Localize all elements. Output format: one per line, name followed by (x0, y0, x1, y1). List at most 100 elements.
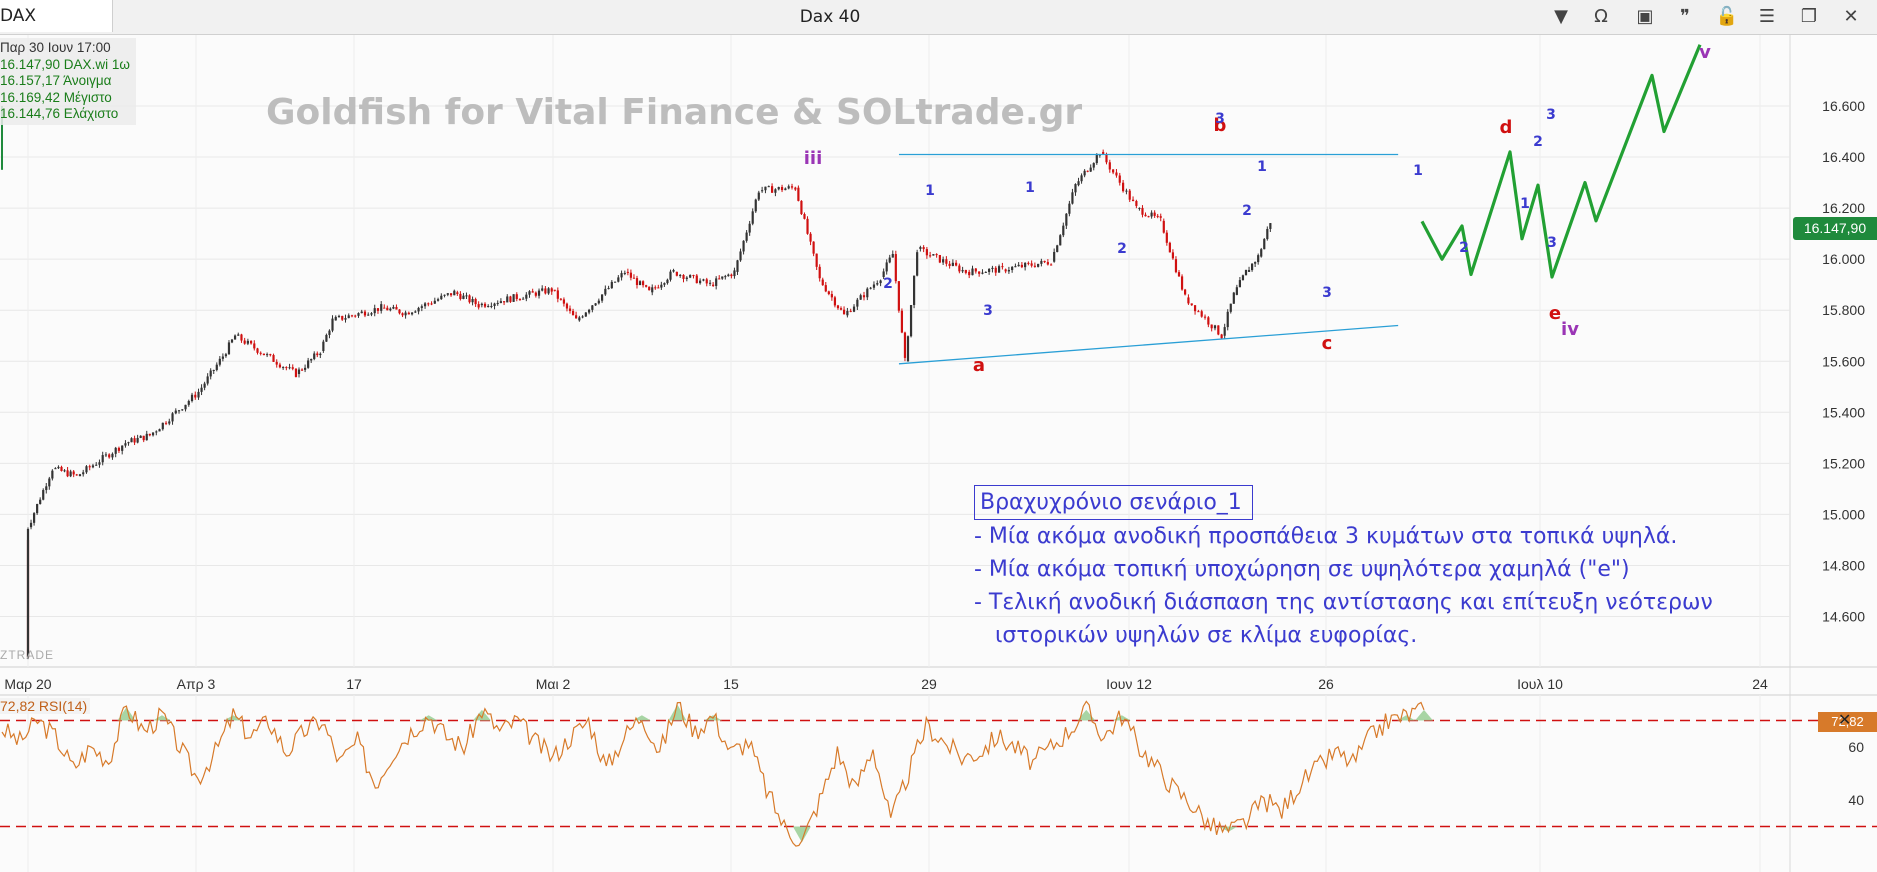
candle-body (200, 387, 203, 392)
candle-body (981, 272, 984, 274)
rsi-y-tick-label: 60 (1848, 739, 1864, 755)
candle-body (136, 437, 139, 443)
candle-body (856, 299, 859, 307)
y-tick-label: 14.800 (1822, 557, 1865, 573)
candle-body (945, 259, 948, 264)
quote-icon[interactable]: ❞ (1680, 6, 1690, 27)
candle-body (1118, 175, 1121, 183)
candle-body (108, 454, 111, 458)
candle-body (158, 429, 161, 432)
candle-body (727, 274, 730, 277)
candle-body (1263, 239, 1266, 250)
candle-body (259, 352, 262, 354)
chevron-down-icon[interactable]: ▼ (1554, 6, 1568, 27)
candle-body (1168, 242, 1171, 253)
chart-title: Dax 40 (799, 7, 861, 27)
candle-body (1071, 192, 1074, 204)
candle-body (1131, 199, 1135, 202)
candle-body (423, 303, 427, 307)
candle-body (383, 307, 386, 309)
candle-body (663, 283, 666, 285)
candle-body (852, 306, 856, 312)
restore-icon[interactable]: ❐ (1800, 6, 1818, 27)
candle-body (443, 294, 446, 296)
close-icon[interactable]: ✕ (1843, 6, 1859, 27)
candle-body (313, 353, 316, 360)
candle-body (1207, 317, 1210, 325)
candle-body (733, 270, 736, 277)
candle-body (559, 298, 562, 300)
rsi-y-tick-label: 40 (1848, 792, 1864, 808)
symbol-input[interactable]: DAX (0, 0, 113, 32)
candle-body (800, 200, 803, 215)
candle-body (48, 478, 51, 487)
ohlc-legend: Παρ 30 Ιουν 17:00 16.147,90 DAX.wi 1ω 16… (0, 38, 136, 125)
menu-icon[interactable]: ☰ (1758, 6, 1776, 27)
candle-body (715, 278, 718, 286)
candle-body (1229, 303, 1232, 312)
sub-wave-label: 1 (1520, 196, 1530, 212)
candle-body (297, 369, 301, 375)
candle-body (1011, 266, 1014, 271)
candle-body (373, 308, 376, 314)
candle-body (1065, 213, 1068, 226)
candle-body (380, 304, 383, 311)
legend-high: 16.169,42 Μέγιστο (0, 89, 112, 105)
candle-body (392, 306, 395, 309)
candle-body (1074, 184, 1077, 193)
scenario-title: Βραχυχρόνιο σενάριο_1 (974, 485, 1253, 520)
watermark: Goldfish for Vital Finance & SOLtrade.gr (266, 92, 1083, 133)
y-tick-label: 16.600 (1822, 98, 1865, 114)
candle-body (433, 300, 436, 304)
candle-body (730, 274, 733, 277)
candle-body (209, 370, 212, 377)
candle-body (414, 311, 417, 313)
candle-body (997, 266, 1001, 273)
wave-label: c (1322, 333, 1333, 354)
rsi-fill (117, 707, 136, 721)
window-icon[interactable]: ▣ (1636, 6, 1654, 27)
candle-body (978, 271, 981, 274)
chart-canvas[interactable]: 14.600 14.800 15.000 15.200 15.400 15.600 15.8… (0, 35, 1877, 872)
candle-body (1083, 170, 1086, 176)
candle-body (638, 281, 642, 286)
candle-body (748, 223, 751, 233)
candle-body (420, 306, 423, 308)
candle-body (341, 315, 344, 320)
omega-icon[interactable]: Ω (1594, 6, 1608, 27)
corner-watermark: ZTRADE (0, 648, 54, 662)
candle-body (502, 301, 506, 303)
candle-body (133, 438, 136, 443)
sub-wave-label: 3 (1322, 285, 1332, 301)
candle-body (427, 303, 430, 305)
candle-body (617, 277, 620, 282)
lock-icon[interactable]: 🔓 (1715, 6, 1739, 27)
candle-body (26, 528, 30, 658)
candle-body (72, 471, 75, 475)
candle-body (221, 356, 224, 359)
candle-body (894, 254, 897, 282)
candle-body (764, 186, 767, 191)
sub-wave-label: 3 (1546, 107, 1556, 123)
candle-body (705, 279, 708, 284)
candle-body (1059, 235, 1062, 246)
candle-body (266, 354, 269, 356)
candle-body (325, 334, 328, 342)
x-tick-label: 26 (1318, 676, 1334, 692)
candle-body (1226, 311, 1229, 328)
candle-body (1217, 325, 1220, 335)
close-icon[interactable]: ✕ (1838, 710, 1852, 729)
candle-body (386, 307, 389, 311)
candle-body (1105, 153, 1108, 163)
candle-body (1200, 311, 1203, 317)
candle-body (389, 308, 392, 311)
candle-body (1020, 264, 1023, 268)
candle-body (922, 247, 925, 250)
sub-wave-label: 2 (883, 276, 893, 292)
candle-body (331, 318, 334, 331)
candle-body (1147, 216, 1150, 218)
candle-body (556, 290, 559, 299)
candle-body (679, 274, 682, 276)
candle-body (641, 281, 645, 286)
candle-body (39, 499, 42, 505)
